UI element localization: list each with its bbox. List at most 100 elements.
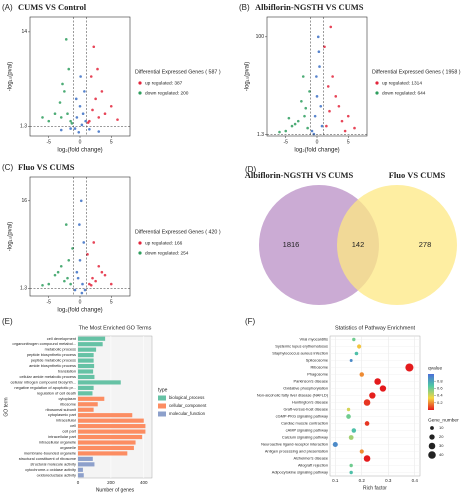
point: [325, 124, 328, 128]
point: [109, 104, 113, 108]
y-tick-label: intracellular organelle: [39, 440, 76, 445]
y-tick-label: cellular amide metabolic process: [20, 374, 76, 379]
y-tick-label: negative regulation of apoptotic pr...: [14, 385, 76, 390]
y-tick-label: Parkinson's disease: [294, 379, 328, 384]
chart-title: Statistics of Pathway Enrichment: [335, 325, 416, 331]
x-tick-label: 0.3: [385, 478, 392, 483]
y-tick-label: 16: [21, 198, 27, 204]
y-tick-label: structural molecule activity: [30, 461, 76, 466]
plot-frame: [329, 335, 421, 477]
legend-title: Differential Expressed Genes ( 420 ): [135, 229, 221, 235]
point: [70, 122, 74, 125]
point: [47, 119, 51, 123]
point: [326, 85, 330, 88]
y-tick-label: Systemic lupus erythematosus: [275, 344, 328, 349]
point: [69, 282, 72, 286]
bar: [78, 413, 133, 418]
point: [75, 270, 79, 274]
y-tick-label: cell part: [62, 429, 77, 434]
bar: [78, 353, 94, 358]
y-tick-label: cellular nitrogen compound biosynth...: [10, 379, 76, 384]
y-tick-label: membrane-bounded organelle: [24, 450, 76, 455]
legend-label: molecular_function: [169, 411, 206, 416]
y-tick-label: Neuroactive ligand-receptor interaction: [261, 442, 328, 447]
y-tick-label: cGMP-PKG signaling pathway: [276, 414, 328, 419]
point: [89, 283, 93, 287]
point: [53, 112, 57, 115]
size-label: 10: [439, 425, 444, 430]
legend-label: up regulated: 1314: [382, 80, 422, 86]
legend-label: cellular_component: [169, 403, 207, 408]
bubble: [346, 414, 351, 419]
bubble: [374, 378, 381, 385]
legend-label: down regulated: 200: [145, 90, 189, 96]
size-label: 30: [439, 443, 444, 448]
point: [318, 65, 321, 68]
point: [100, 270, 104, 274]
bar: [78, 407, 94, 412]
point: [79, 199, 83, 203]
legend-swatch: [375, 91, 379, 95]
y-tick-label: amide biosynthetic process: [29, 363, 76, 368]
y-tick-label: Graft-versus-host disease: [283, 407, 328, 412]
bubble: [363, 399, 371, 406]
size-label: 20: [439, 434, 444, 439]
point: [92, 241, 96, 244]
bubble: [357, 344, 362, 349]
point: [287, 116, 291, 120]
legend-label: biological_process: [169, 395, 204, 400]
bubble: [359, 449, 364, 454]
legend-title: qvalue: [428, 365, 442, 371]
bubble: [364, 421, 370, 426]
point: [83, 90, 86, 93]
legend-label: down regulated: 254: [145, 250, 189, 256]
colorbar: [428, 374, 434, 410]
y-tick-label: 1.3: [257, 132, 264, 138]
panel-label: (A): [2, 3, 13, 12]
bubble: [363, 455, 371, 462]
point: [59, 128, 63, 132]
point: [343, 129, 347, 133]
colorbar-label: 0.6: [437, 385, 443, 390]
set-title: Fluo VS CUMS: [389, 170, 446, 180]
point: [61, 82, 64, 86]
x-tick-label: 0.1: [332, 478, 339, 483]
point: [94, 97, 97, 101]
point: [103, 273, 107, 277]
point: [83, 288, 87, 292]
bar: [78, 467, 83, 472]
y-tick-label: peptide biosynthetic process: [27, 352, 76, 357]
x-tick-label: -5: [47, 139, 52, 145]
point: [66, 112, 69, 115]
point: [69, 119, 72, 123]
bar: [78, 462, 95, 467]
bubble: [359, 372, 365, 377]
point: [94, 279, 97, 283]
point: [323, 45, 326, 49]
point: [317, 50, 321, 54]
set-count: 278: [419, 240, 432, 249]
colorbar-label: 0.8: [437, 378, 443, 383]
legend-title: type: [158, 387, 168, 393]
bar: [78, 429, 146, 434]
point: [97, 130, 101, 133]
bar: [78, 374, 95, 380]
point: [88, 282, 91, 286]
x-tick-label: 5: [347, 139, 350, 145]
point: [301, 75, 305, 78]
point: [340, 119, 344, 123]
y-tick-label: oxidoreductase activity: [37, 472, 76, 477]
point: [80, 291, 84, 295]
point: [86, 253, 89, 256]
point: [310, 129, 314, 133]
point: [64, 38, 68, 41]
bubble: [349, 359, 353, 362]
set-title: Albiflorin-NGSTH VS CUMS: [245, 170, 354, 180]
y-tick-label: Viral myocarditis: [300, 337, 329, 342]
size-key: [428, 451, 436, 459]
x-tick-label: 5: [110, 299, 113, 305]
bubble: [354, 351, 359, 356]
y-tick-label: cell: [70, 423, 76, 428]
x-tick-label: -5: [284, 139, 289, 145]
